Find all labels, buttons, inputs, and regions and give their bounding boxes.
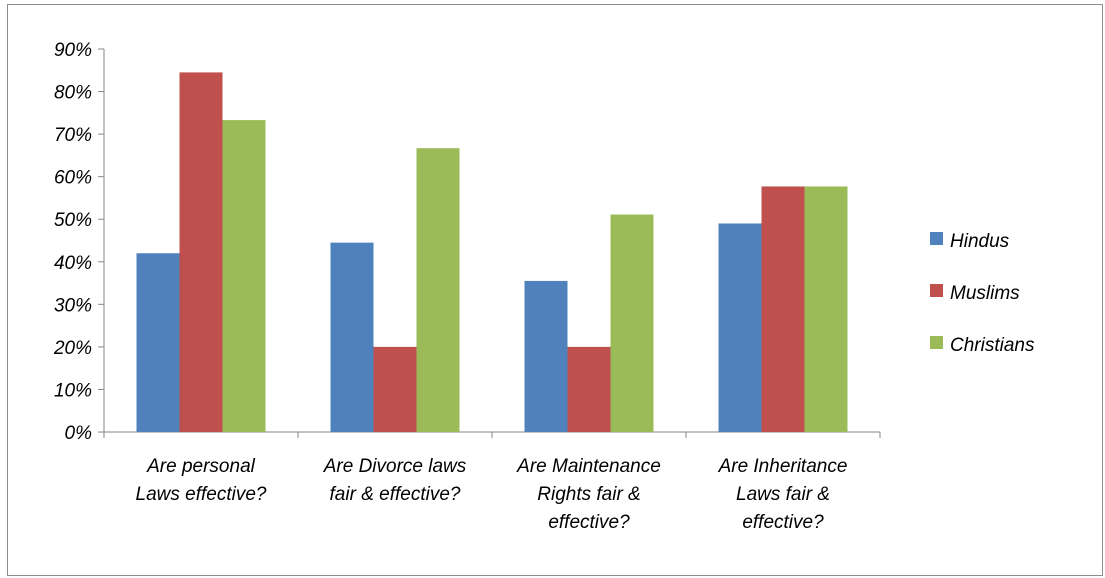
x-category-label: Are Maintenance Rights fair & effective? bbox=[516, 456, 661, 533]
x-category-label: Are personal Laws effective? bbox=[136, 456, 267, 505]
y-tick-label: 80% bbox=[54, 83, 92, 104]
bar-christians bbox=[610, 214, 654, 432]
bar-muslims bbox=[373, 346, 417, 432]
legend-label-christians: Christians bbox=[950, 335, 1035, 356]
legend-label-muslims: Muslims bbox=[950, 283, 1020, 304]
x-category-label: Are Inheritance Laws fair & effective? bbox=[718, 456, 848, 533]
bar-muslims bbox=[761, 186, 805, 432]
y-tick-label: 50% bbox=[54, 210, 92, 231]
legend-label-hindus: Hindus bbox=[950, 231, 1010, 252]
y-tick-label: 70% bbox=[54, 125, 92, 146]
bar-hindus bbox=[136, 253, 180, 432]
legend-swatch-muslims bbox=[930, 284, 943, 297]
y-tick-label: 30% bbox=[54, 295, 92, 316]
bar-hindus bbox=[718, 223, 762, 432]
y-tick-label: 10% bbox=[54, 380, 92, 401]
bar-christians bbox=[222, 120, 266, 432]
bar-christians bbox=[804, 186, 848, 432]
bar-hindus bbox=[524, 280, 568, 432]
legend-swatch-hindus bbox=[930, 232, 943, 245]
bar-muslims bbox=[179, 72, 223, 433]
legend-swatch-christians bbox=[930, 336, 943, 349]
y-tick-label: 0% bbox=[65, 423, 93, 444]
y-tick-label: 20% bbox=[53, 338, 92, 359]
x-category-label: Are Divorce laws fair & effective? bbox=[323, 456, 467, 505]
bar-christians bbox=[416, 148, 460, 432]
y-tick-label: 60% bbox=[54, 168, 92, 189]
y-tick-label: 90% bbox=[54, 40, 92, 61]
y-tick-label: 40% bbox=[54, 253, 92, 274]
bar-hindus bbox=[330, 242, 374, 432]
bar-muslims bbox=[567, 346, 611, 432]
